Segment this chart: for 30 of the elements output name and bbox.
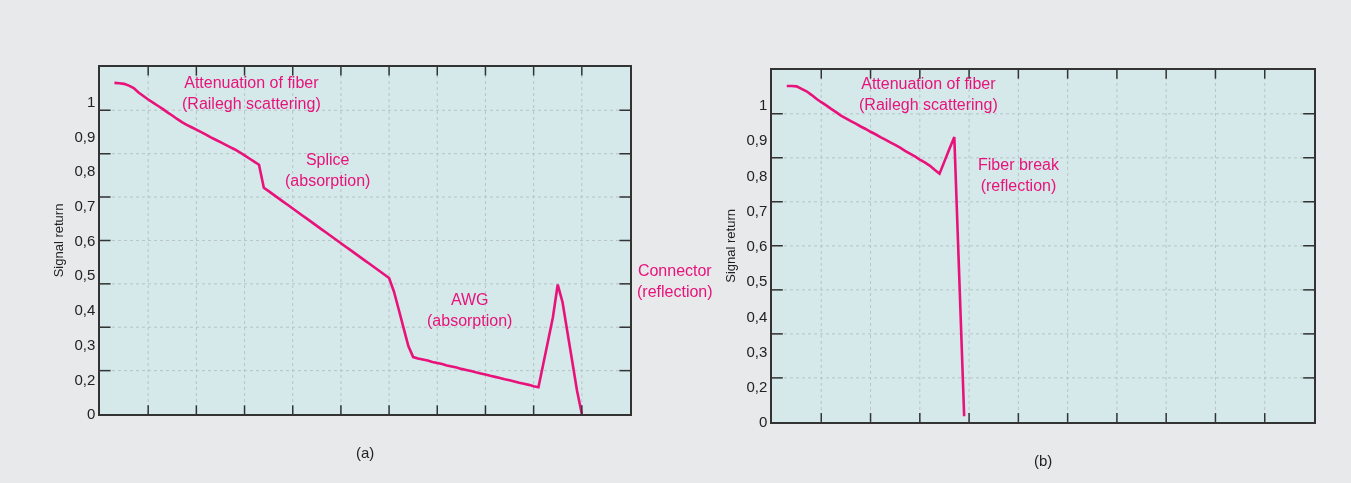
y-tick-label: 0,3 (74, 335, 96, 353)
annotation: Attenuation of fiber (Railegh scattering) (182, 74, 321, 112)
text: (b) (1034, 452, 1053, 469)
y-tick-label: 0,6 (74, 231, 96, 249)
y-axis-title: Signal return (50, 203, 66, 278)
y-tick-label: 0,9 (74, 127, 96, 145)
y-axis-title: Signal return (722, 209, 738, 283)
y-tick-label: 0,6 (746, 237, 768, 255)
text: Connector (reflection) (637, 262, 713, 300)
y-tick-label: 0,7 (74, 196, 96, 214)
y-tick-label: 0 (86, 405, 96, 423)
y-tick-label: 0,2 (746, 377, 768, 395)
y-tick-label: 1 (86, 92, 96, 110)
y-tick-label: 0,4 (746, 307, 768, 325)
y-tick-label: 0 (758, 413, 768, 431)
y-tick-label: 0,5 (746, 272, 768, 290)
y-tick-label: 1 (758, 96, 768, 114)
y-tick-label: 0,9 (746, 131, 768, 149)
annotation: AWG (absorption) (427, 291, 513, 329)
y-tick-label: 0,7 (746, 201, 768, 219)
y-tick-label: 0,4 (74, 301, 96, 319)
annotation: Attenuation of fiber (Railegh scattering) (859, 75, 998, 113)
annotation: Splice (absorption) (285, 151, 371, 189)
text: (a) (356, 444, 375, 461)
y-tick-label: 0,8 (746, 166, 768, 184)
annotation: Fiber break (reflection) (978, 156, 1060, 194)
y-tick-label: 0,8 (74, 162, 96, 180)
y-tick-label: 0,3 (746, 342, 768, 360)
y-tick-label: 0,5 (74, 266, 96, 284)
y-tick-label: 0,2 (74, 370, 96, 388)
